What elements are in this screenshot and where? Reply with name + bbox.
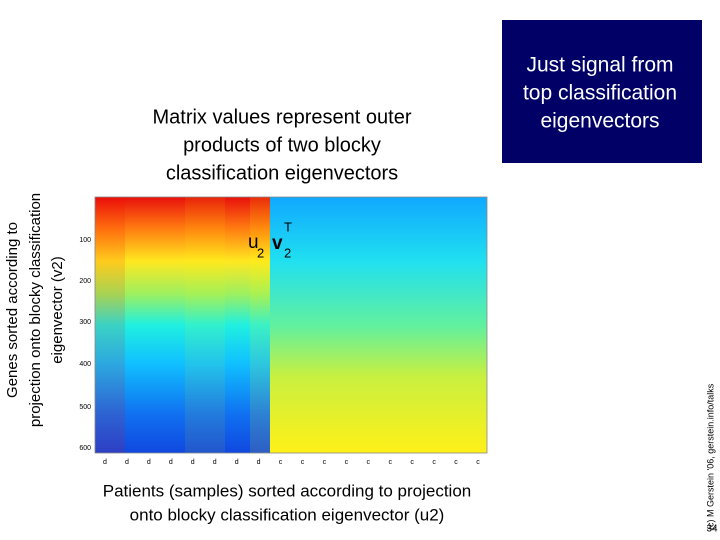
callout-line: top classification — [523, 82, 677, 105]
y-label: Genes sorted according to projection ont… — [4, 193, 66, 427]
y-ticks: 100 200 300 400 500 600 — [79, 237, 91, 452]
copyright: (c) M Gerstein '06, gerstein.info/talks — [705, 383, 715, 530]
title-line: products of two blocky — [183, 134, 381, 156]
title-line: Matrix values represent outer — [152, 106, 411, 128]
x-tick-label: c — [476, 459, 480, 466]
x-tick-label: d — [213, 459, 217, 466]
y-label-line: eigenvector (v2) — [49, 256, 66, 364]
x-tick-label: d — [147, 459, 151, 466]
y-tick-label: 500 — [79, 404, 91, 411]
formula-v-sub: 2 — [284, 245, 291, 260]
callout-line: Just signal from — [526, 54, 673, 77]
x-tick-label: c — [279, 459, 283, 466]
callout-box — [502, 20, 702, 163]
x-tick-label: d — [235, 459, 239, 466]
y-label-line: projection onto blocky classification — [27, 193, 44, 427]
page-number: 34 — [706, 524, 718, 535]
x-tick-label: c — [388, 459, 392, 466]
x-tick-label: c — [454, 459, 458, 466]
formula-v: v — [272, 233, 283, 254]
y-tick-label: 100 — [79, 237, 91, 244]
title-line: classification eigenvectors — [166, 162, 398, 184]
y-tick-label: 400 — [79, 361, 91, 368]
x-tick-label: c — [367, 459, 371, 466]
x-tick-label: d — [191, 459, 195, 466]
x-tick-label: d — [169, 459, 173, 466]
x-label: Patients (samples) sorted according to p… — [103, 481, 472, 524]
x-label-line: Patients (samples) sorted according to p… — [103, 481, 472, 500]
formula: u 2 v 2 T — [248, 219, 292, 260]
y-label-line: Genes sorted according to — [4, 222, 21, 398]
formula-u-sub: 2 — [257, 245, 264, 260]
formula-v-sup: T — [284, 219, 292, 234]
x-tick-label: c — [323, 459, 327, 466]
x-tick-label: c — [301, 459, 305, 466]
x-tick-label: c — [432, 459, 436, 466]
x-tick-label: d — [103, 459, 107, 466]
y-tick-label: 300 — [79, 319, 91, 326]
heatmap — [94, 196, 488, 454]
x-tick-label: c — [345, 459, 349, 466]
formula-u: u — [248, 232, 259, 253]
x-tick-label: d — [125, 459, 129, 466]
x-tick-label: d — [257, 459, 261, 466]
title: Matrix values represent outer products o… — [152, 106, 411, 184]
y-tick-label: 200 — [79, 278, 91, 285]
y-tick-label: 600 — [79, 445, 91, 452]
x-label-line: onto blocky classification eigenvector (… — [130, 505, 445, 524]
callout-line: eigenvectors — [540, 110, 659, 133]
callout: Just signal from top classification eige… — [502, 20, 702, 163]
x-tick-label: c — [410, 459, 414, 466]
